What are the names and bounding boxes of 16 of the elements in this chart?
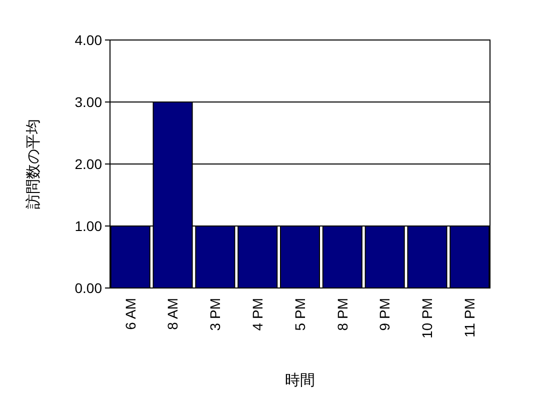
- x-tick-label: 8 AM: [164, 298, 181, 330]
- y-tick-label: 0.00: [74, 280, 102, 296]
- x-tick-label: 5 PM: [292, 298, 308, 331]
- x-tick-label: 6 AM: [122, 298, 138, 330]
- x-tick-label: 10 PM: [419, 298, 436, 338]
- x-tick-label: 3 PM: [207, 298, 224, 331]
- y-axis-title: 訪問数の平均: [25, 119, 42, 209]
- x-tick-label: 4 PM: [249, 298, 266, 331]
- y-tick-label: 1.00: [74, 218, 102, 234]
- x-tick-label: 11 PM: [462, 298, 478, 338]
- y-tick-label: 4.00: [74, 32, 102, 48]
- y-tick-label: 3.00: [74, 94, 102, 110]
- y-tick-label: 2.00: [74, 156, 102, 172]
- x-axis-title: 時間: [285, 372, 315, 389]
- x-tick-label: 9 PM: [376, 298, 393, 331]
- x-tick-label: 8 PM: [334, 298, 350, 331]
